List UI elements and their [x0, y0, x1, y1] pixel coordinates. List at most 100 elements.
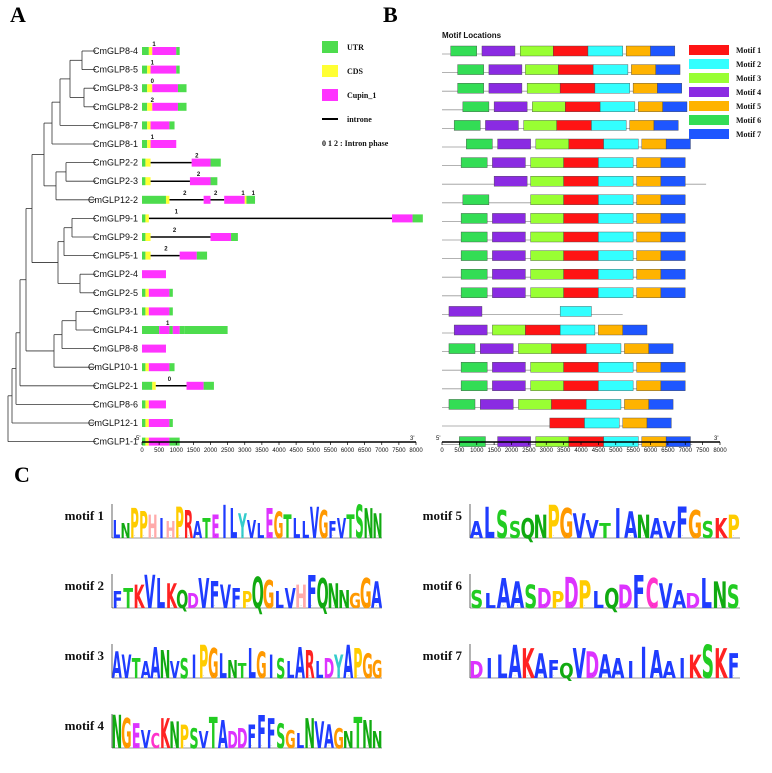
- utr-block: [177, 84, 187, 93]
- motif-1-block: [525, 324, 561, 336]
- logo-letter: F: [548, 656, 560, 685]
- logo-letter: A: [218, 712, 228, 758]
- logo-minor-letters: ·: [652, 603, 653, 608]
- logo-minor-letters: ·: [604, 533, 605, 538]
- motif-4-block: [492, 362, 526, 373]
- sequence-logo-motif-3: motif 3 A· V· T· A· A· N· V· S· I· P· G· L· N· T· L· G· I…: [65, 636, 383, 689]
- motif-7-block: [657, 82, 682, 94]
- cds-block: [147, 65, 151, 74]
- legend-swatch: [689, 129, 729, 139]
- logo-minor-letters: ·: [155, 673, 156, 678]
- logo-minor-letters: ·: [164, 743, 165, 748]
- logo-letter: T: [202, 512, 211, 544]
- logo-letter: V: [121, 649, 131, 686]
- logo-minor-letters: ·: [557, 603, 558, 608]
- logo-letter: L: [484, 499, 495, 549]
- logo-letter: F: [328, 518, 336, 544]
- logo-minor-letters: ·: [354, 603, 355, 608]
- sequence-logo-motif-2: motif 2F· T· K· V· L· K· Q· D· V· F· V· F· P· Q· G· L· V…: [65, 566, 383, 619]
- legend-label: Motif 6: [736, 116, 761, 125]
- logo-minor-letters: ·: [733, 533, 734, 538]
- motif-3-block: [530, 213, 564, 224]
- logo-minor-letters: ·: [517, 603, 518, 608]
- logo-minor-letters: ·: [733, 673, 734, 678]
- utr-block: [142, 233, 146, 241]
- motif-1-block: [556, 120, 592, 131]
- logo-minor-letters: ·: [584, 603, 585, 608]
- logo-minor-letters: ·: [357, 743, 358, 748]
- logo-letter: I: [640, 639, 646, 689]
- motif-5-block: [636, 194, 662, 206]
- logo-minor-letters: ·: [213, 743, 214, 748]
- logo-letter: V: [198, 572, 209, 619]
- motif-4-block: [492, 287, 526, 298]
- logo-letter: V: [586, 516, 600, 545]
- utr-block: [142, 400, 146, 409]
- legend-swatch: [689, 87, 729, 97]
- logo-minor-letters: ·: [290, 743, 291, 748]
- logo-minor-letters: ·: [514, 533, 515, 538]
- axis-tick-label: 2000: [505, 448, 519, 454]
- motif-rows: [442, 45, 707, 447]
- logo-minor-letters: ·: [681, 533, 682, 538]
- logo-letter: A: [112, 646, 122, 687]
- axis-5prime-label: 5': [436, 436, 440, 442]
- logo-letter: T: [209, 710, 218, 759]
- logo-letter: L: [230, 501, 238, 548]
- logo-minor-letters: ·: [566, 533, 567, 538]
- cds-block: [147, 140, 151, 148]
- cds-block: [165, 195, 170, 204]
- motif-4-block: [493, 101, 528, 113]
- logo-minor-letters: ·: [368, 533, 369, 538]
- logo-letter: L: [296, 730, 304, 754]
- logo-minor-letters: ·: [707, 673, 708, 678]
- logo-letter: N: [120, 518, 130, 542]
- motif-2-block: [594, 82, 630, 94]
- logo-minor-letters: ·: [489, 533, 490, 538]
- logo-minor-letters: ·: [579, 533, 580, 538]
- motif-6-block: [448, 343, 476, 354]
- logo-letter: P: [578, 573, 591, 618]
- motif-5-block: [624, 399, 649, 410]
- cupin-domain-block: [148, 307, 170, 316]
- cupin-domain-block: [186, 381, 204, 390]
- logo-letter: F: [676, 499, 688, 549]
- logo-letter: N: [372, 728, 383, 754]
- logo-minor-letters: ·: [296, 533, 297, 538]
- logo-letter: L: [113, 515, 121, 544]
- gene-label: CmGLP8-5: [93, 65, 138, 75]
- motif-7-block: [660, 380, 686, 391]
- motif-4-block: [481, 45, 516, 57]
- motif-2-block: [598, 287, 634, 298]
- logo-minor-letters: ·: [242, 533, 243, 538]
- motif-1-block: [551, 399, 587, 410]
- axis-tick-label: 5500: [324, 448, 338, 454]
- logo-letter: L: [497, 649, 508, 686]
- logo-minor-letters: ·: [598, 603, 599, 608]
- logo-letter: L: [156, 572, 165, 619]
- logo-letter: N: [362, 712, 373, 758]
- logo-letter: E: [211, 509, 219, 546]
- logo-letter: G: [263, 572, 275, 617]
- motif-5-block: [636, 157, 662, 168]
- legend-label: introne: [347, 115, 372, 124]
- legend-swatch: [689, 59, 729, 69]
- logo-letter: Y: [238, 507, 247, 547]
- logo-letter: L: [293, 512, 301, 544]
- motif-label: motif 5: [423, 508, 463, 523]
- logo-minor-letters: ·: [203, 743, 204, 748]
- utr-block: [176, 65, 180, 74]
- motif-2-block: [599, 101, 636, 113]
- logo-minor-letters: ·: [143, 533, 144, 538]
- motif-4-block: [492, 231, 526, 243]
- logo-letter: S: [470, 586, 483, 615]
- logo-minor-letters: ·: [527, 533, 528, 538]
- logo-minor-letters: ·: [501, 533, 502, 538]
- legend-label: Motif 5: [736, 102, 761, 111]
- axis-tick-label: 6000: [644, 448, 658, 454]
- logo-minor-letters: ·: [290, 673, 291, 678]
- logo-letter: Y: [333, 649, 343, 686]
- axis-tick-label: 1500: [487, 448, 501, 454]
- logo-letter: F: [210, 574, 220, 617]
- logo-minor-letters: ·: [251, 673, 252, 678]
